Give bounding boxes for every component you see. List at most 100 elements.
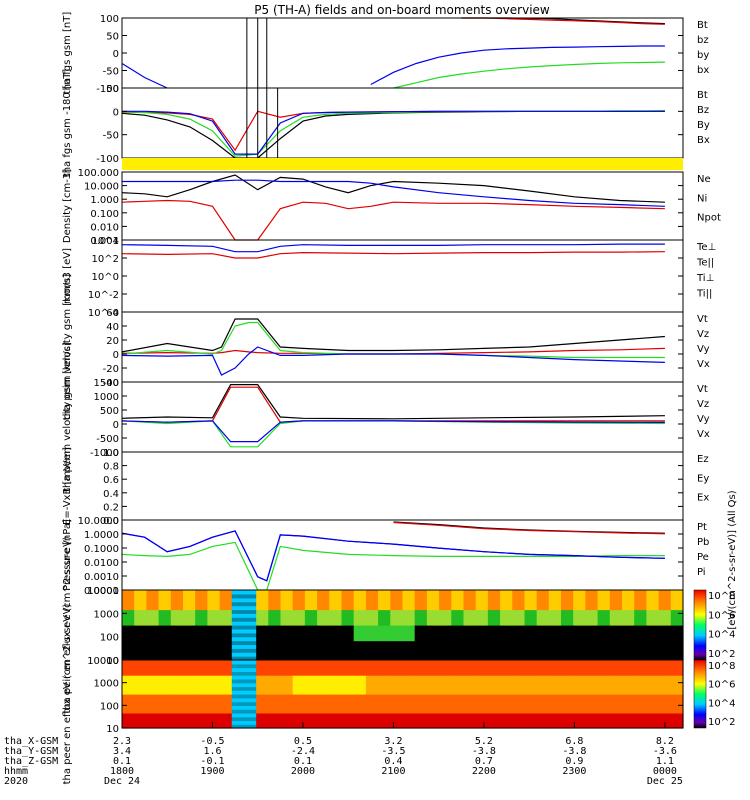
spectrogram-cell xyxy=(146,628,160,634)
spectrogram-cell xyxy=(183,675,196,680)
spectrogram-cell xyxy=(573,617,586,622)
legend-by: by xyxy=(697,50,709,61)
spectrogram-cell xyxy=(475,590,489,595)
spectrogram-cell xyxy=(426,652,440,657)
ytick-label: 10000 xyxy=(87,656,119,667)
spectrogram-cell xyxy=(512,601,526,607)
spectrogram-cell xyxy=(463,712,477,718)
spectrogram-cell xyxy=(317,671,330,676)
spectrogram-cell xyxy=(219,597,233,603)
spectrogram-cell xyxy=(536,682,550,688)
spectrogram-cell xyxy=(207,663,221,669)
spectrogram-cell xyxy=(402,712,416,718)
spectrogram-cell xyxy=(195,697,208,703)
spectrogram-cell xyxy=(451,590,465,595)
spectrogram-cell xyxy=(475,663,489,669)
spectrogram-cell xyxy=(219,712,233,718)
legend-pe: Pe xyxy=(697,552,709,563)
spectrogram-cell xyxy=(329,621,343,626)
spectrogram-cell xyxy=(634,621,647,626)
spectrogram-cell xyxy=(585,656,599,661)
spectrogram-cell xyxy=(622,656,635,661)
spectrogram-cell xyxy=(670,628,684,634)
spectrogram-cell xyxy=(268,628,282,634)
spectrogram-cell xyxy=(426,597,440,603)
spectrogram-cell xyxy=(365,632,379,638)
spectrogram-cell xyxy=(329,694,343,699)
spectrogram-cell xyxy=(475,667,489,672)
spectrogram-cell xyxy=(219,593,233,599)
spectrogram-cell xyxy=(195,712,208,718)
spectrogram-cell xyxy=(365,656,379,661)
spectrogram-cell xyxy=(378,648,391,653)
spectrogram-cell xyxy=(426,648,440,653)
spectrogram-cell xyxy=(414,671,428,676)
spectrogram-cell xyxy=(512,678,526,684)
spectrogram-cell xyxy=(634,720,647,725)
spectrogram-cell xyxy=(500,609,513,614)
spectrogram-cell xyxy=(207,636,221,642)
spectrogram-cell xyxy=(487,701,501,706)
footer-value: 3.4 xyxy=(113,746,131,757)
spectrogram-cell xyxy=(268,678,282,684)
spectrogram-cell xyxy=(280,667,294,672)
spectrogram-cell xyxy=(512,660,526,665)
spectrogram-cell xyxy=(646,621,660,626)
spectrogram-cell xyxy=(329,609,343,614)
footer-value: -3.8 xyxy=(472,746,496,757)
spectrogram-cell xyxy=(658,709,672,714)
spectrogram-cell xyxy=(219,609,233,614)
spectrogram-cell xyxy=(219,660,233,665)
spectrogram-cell xyxy=(353,652,367,657)
spectrogram-cell xyxy=(597,671,611,676)
spectrogram-cell xyxy=(170,678,184,684)
spectrogram-cell xyxy=(329,697,343,703)
spectrogram-cell xyxy=(622,697,635,703)
spectrogram-cell xyxy=(500,656,513,661)
spectrogram-cell xyxy=(390,660,404,665)
spectrogram-cell xyxy=(378,690,391,695)
spectrogram-cell xyxy=(414,660,428,665)
spectrogram-cell xyxy=(634,632,647,638)
spectrogram-cell xyxy=(304,652,318,657)
spectrogram-cell xyxy=(244,640,257,646)
spectrogram-cell xyxy=(670,675,684,680)
spectrogram-cell xyxy=(158,720,172,725)
spectrogram-cell xyxy=(512,701,526,706)
spectrogram-cell xyxy=(561,625,574,630)
spectrogram-cell xyxy=(597,628,611,634)
spectrogram-cell xyxy=(585,709,599,714)
spectrogram-cell xyxy=(304,644,318,649)
ytick-label: 1000 xyxy=(94,392,119,403)
ytick-label: 1500 xyxy=(94,378,119,389)
spectrogram-cell xyxy=(463,694,477,699)
spectrogram-cell xyxy=(207,709,221,714)
spectrogram-cell xyxy=(597,660,611,665)
spectrogram-cell xyxy=(646,675,660,680)
spectrogram-cell xyxy=(548,613,562,618)
spectrogram-cell xyxy=(304,597,318,603)
spectrogram-cell xyxy=(146,632,160,638)
spectrogram-cell xyxy=(524,716,538,722)
spectrogram-cell xyxy=(134,601,147,607)
spectrogram-cell xyxy=(597,590,611,595)
spectrogram-cell xyxy=(341,625,355,630)
ytick-label: 60 xyxy=(106,308,119,319)
spectrogram-cell xyxy=(463,621,477,626)
spectrogram-cell xyxy=(646,613,660,618)
spectrogram-cell xyxy=(463,705,477,710)
footer-value: 0.4 xyxy=(384,756,402,767)
spectrogram-cell xyxy=(365,667,379,672)
spectrogram-cell xyxy=(500,705,513,710)
spectrogram-cell xyxy=(195,694,208,699)
spectrogram-cell xyxy=(158,690,172,695)
spectrogram-cell xyxy=(609,613,623,618)
spectrogram-cell xyxy=(597,648,611,653)
spectrogram-cell xyxy=(487,656,501,661)
spectrogram-cell xyxy=(426,720,440,725)
spectrogram-cell xyxy=(304,690,318,695)
spectrogram-cell xyxy=(634,709,647,714)
spectrogram-cell xyxy=(268,601,282,607)
spectrogram-cell xyxy=(122,716,135,722)
spectrogram-cell xyxy=(341,667,355,672)
